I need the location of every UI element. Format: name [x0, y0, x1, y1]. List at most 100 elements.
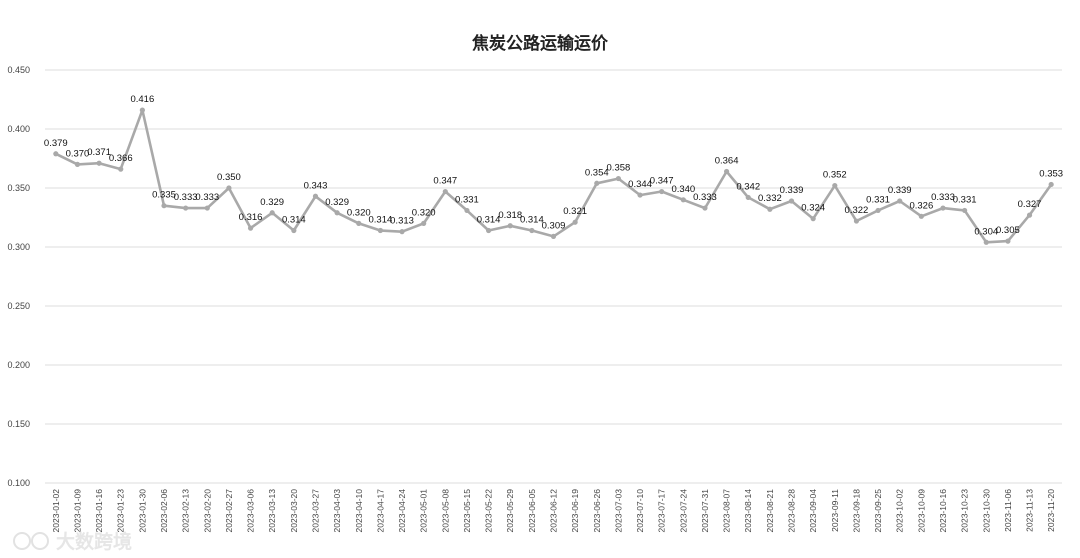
data-point [139, 107, 145, 113]
data-label: 0.339 [888, 185, 912, 196]
data-point [767, 206, 773, 212]
x-tick-label: 2023-04-03 [332, 489, 342, 533]
data-label: 0.322 [845, 205, 869, 216]
data-label: 0.318 [498, 210, 522, 221]
data-label: 0.350 [217, 172, 241, 183]
data-point [507, 223, 513, 229]
data-point [291, 227, 297, 234]
x-tick-label: 2023-11-20 [1046, 489, 1056, 532]
data-label: 0.313 [390, 216, 414, 227]
x-tick-label: 2023-06-12 [549, 489, 559, 533]
data-label: 0.329 [260, 197, 284, 208]
data-label: 0.314 [282, 214, 306, 225]
y-tick-label: 0.350 [7, 183, 30, 193]
x-tick-label: 2023-04-24 [397, 489, 407, 533]
x-tick-label: 2023-10-30 [981, 489, 991, 533]
data-point [724, 168, 730, 175]
data-point [983, 239, 989, 245]
x-tick-label: 2023-01-16 [94, 489, 104, 533]
x-tick-label: 2023-05-22 [484, 489, 494, 533]
data-point [637, 192, 643, 198]
data-label: 0.320 [412, 207, 436, 218]
data-label: 0.327 [1018, 199, 1042, 210]
y-tick-label: 0.100 [7, 478, 30, 488]
x-tick-label: 2023-06-05 [527, 489, 537, 533]
data-label: 0.321 [563, 206, 587, 217]
x-tick-label: 2023-08-21 [765, 489, 775, 533]
x-tick-label: 2023-04-17 [375, 489, 385, 533]
y-tick-label: 0.150 [7, 419, 30, 429]
data-point [247, 225, 254, 231]
data-point [810, 216, 816, 222]
x-tick-label: 2023-01-09 [72, 489, 82, 533]
data-label: 0.358 [607, 163, 631, 174]
data-point [312, 193, 319, 199]
data-label: 0.347 [650, 176, 674, 187]
data-point [464, 207, 470, 214]
data-label: 0.379 [44, 138, 68, 149]
x-tick-label: 2023-08-14 [743, 489, 753, 533]
data-point [918, 213, 924, 219]
data-point [897, 198, 903, 204]
data-label: 0.333 [693, 192, 717, 203]
x-tick-label: 2023-03-13 [267, 489, 277, 533]
data-label: 0.416 [130, 94, 154, 105]
data-point [334, 210, 340, 216]
data-point [74, 161, 81, 167]
x-tick-label: 2023-04-10 [354, 489, 364, 533]
data-point [745, 194, 751, 201]
data-point [442, 188, 448, 195]
x-tick-label: 2023-09-11 [830, 489, 840, 532]
data-point [204, 205, 210, 211]
data-point [853, 218, 860, 224]
data-point [594, 180, 600, 186]
data-point [659, 188, 665, 195]
data-point [1005, 238, 1011, 244]
x-tick-label: 2023-06-26 [592, 489, 602, 533]
data-label: 0.324 [801, 203, 825, 214]
data-label: 0.331 [953, 194, 977, 205]
x-tick-label: 2023-07-24 [678, 489, 688, 533]
data-point [53, 151, 59, 157]
x-tick-label: 2023-03-06 [246, 489, 256, 533]
data-label: 0.342 [736, 181, 760, 192]
x-tick-label: 2023-05-01 [419, 489, 429, 533]
x-tick-label: 2023-03-27 [310, 489, 320, 533]
data-point [118, 166, 124, 172]
watermark-text: 大数跨境 [56, 530, 132, 553]
data-label: 0.320 [347, 207, 371, 218]
x-tick-label: 2023-11-13 [1025, 489, 1035, 532]
data-label: 0.314 [520, 214, 544, 225]
data-label: 0.354 [585, 167, 609, 178]
data-label: 0.333 [174, 192, 198, 203]
data-point [702, 205, 708, 211]
y-tick-label: 0.300 [7, 242, 30, 252]
data-point [377, 227, 383, 234]
data-label: 0.347 [433, 176, 457, 187]
x-tick-label: 2023-10-16 [938, 489, 948, 533]
x-tick-label: 2023-05-29 [505, 489, 515, 533]
data-point [962, 207, 968, 214]
data-point [1026, 212, 1033, 218]
data-point [161, 203, 167, 209]
data-label: 0.309 [542, 220, 566, 231]
data-label: 0.314 [477, 214, 501, 225]
data-point [680, 197, 686, 203]
x-tick-label: 2023-05-08 [440, 489, 450, 533]
data-point [615, 175, 622, 182]
x-tick-label: 2023-11-06 [1003, 489, 1013, 532]
data-point [485, 227, 492, 234]
x-tick-label: 2023-02-13 [181, 489, 191, 533]
y-tick-label: 0.450 [7, 65, 30, 75]
data-label: 0.333 [195, 192, 219, 203]
data-label: 0.366 [109, 153, 133, 164]
data-label: 0.371 [87, 147, 111, 158]
y-tick-label: 0.200 [7, 360, 30, 370]
data-label: 0.340 [671, 184, 695, 195]
data-point [183, 205, 189, 211]
data-point [269, 210, 275, 216]
chart-title: 焦炭公路运输运价 [471, 33, 609, 54]
data-point [399, 229, 405, 235]
x-tick-label: 2023-06-19 [570, 489, 580, 533]
